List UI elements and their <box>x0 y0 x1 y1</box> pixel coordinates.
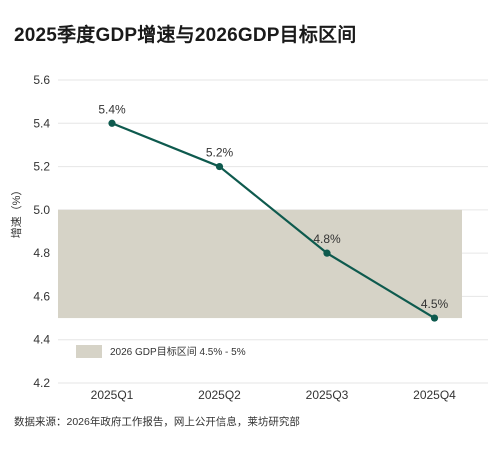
x-axis-ticks: 2025Q1 2025Q2 2025Q3 2025Q4 <box>91 388 457 402</box>
y-tick-label: 5.4 <box>33 116 50 130</box>
y-tick-label: 4.8 <box>33 246 50 260</box>
y-axis-label: 增速（%） <box>9 185 23 239</box>
target-band <box>58 209 462 319</box>
data-label: 4.8% <box>313 232 341 246</box>
y-tick-label: 5.6 <box>33 73 50 87</box>
series-line-layer <box>111 122 436 320</box>
y-tick-label: 4.6 <box>33 289 50 303</box>
data-point <box>323 249 331 257</box>
x-tick-label: 2025Q2 <box>198 388 241 402</box>
chart-title: 2025季度GDP增速与2026GDP目标区间 <box>14 25 357 46</box>
legend-label: 2026 GDP目标区间 4.5% - 5% <box>110 345 246 358</box>
data-point <box>215 162 224 171</box>
data-points <box>108 119 439 322</box>
data-labels: 5.4% 5.2% 4.8% 4.5% <box>98 102 448 311</box>
data-label: 5.4% <box>98 102 126 116</box>
y-tick-label: 4.4 <box>33 333 50 347</box>
data-label: 4.5% <box>421 297 449 311</box>
source-note: 数据来源：2026年政府工作报告，网上公开信息，莱坊研究部 <box>14 416 300 428</box>
data-label: 5.2% <box>206 146 234 160</box>
y-tick-label: 5.2 <box>33 160 50 174</box>
series-line <box>111 122 436 320</box>
legend: 2026 GDP目标区间 4.5% - 5% <box>76 345 246 358</box>
target-band-layer <box>58 209 462 319</box>
y-axis-ticks: 4.2 4.4 4.6 4.8 5.0 5.2 5.4 5.6 <box>33 73 50 390</box>
legend-swatch <box>76 345 102 358</box>
x-tick-label: 2025Q3 <box>306 388 349 402</box>
y-tick-label: 4.2 <box>33 376 50 390</box>
x-tick-label: 2025Q4 <box>413 388 456 402</box>
y-tick-label: 5.0 <box>33 203 50 217</box>
data-point <box>108 119 116 127</box>
data-point <box>430 314 439 322</box>
x-tick-label: 2025Q1 <box>91 388 134 402</box>
